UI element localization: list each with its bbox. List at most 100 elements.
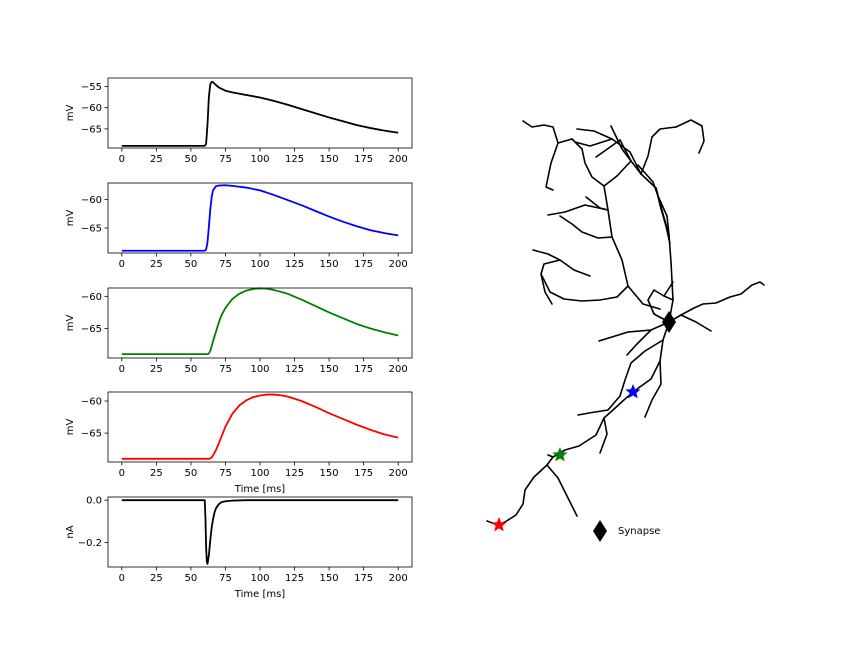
- recording-markers: [491, 311, 676, 532]
- x-tick-label: 50: [185, 364, 198, 375]
- x-tick-label: 100: [250, 468, 269, 479]
- dendrite-branch: [626, 321, 670, 356]
- y-axis-label: mV: [65, 419, 76, 436]
- x-tick-label: 125: [285, 364, 304, 375]
- y-tick-label: −60: [81, 195, 102, 206]
- x-tick-label: 25: [150, 259, 163, 270]
- x-tick-label: 125: [285, 154, 304, 165]
- dendrite-branch: [532, 249, 561, 261]
- trace-panel-2: 0 25 50 75 100 125 150 175 200 −60 −65 mV: [65, 182, 413, 270]
- x-tick-label: 150: [320, 154, 339, 165]
- x-tick-label: 200: [389, 259, 408, 270]
- dendrite-branch: [545, 138, 573, 191]
- dendrite-branch: [655, 187, 671, 245]
- x-tick-label: 75: [219, 573, 232, 584]
- x-tick-label: 175: [354, 154, 373, 165]
- dendrite-branch: [547, 204, 609, 216]
- basal-dendrite: [644, 360, 662, 418]
- x-tick-label: 100: [250, 573, 269, 584]
- y-tick-label: −65: [81, 324, 102, 335]
- dendrite-branch: [540, 273, 553, 305]
- x-tick-label: 50: [185, 259, 198, 270]
- dendrite-branch: [598, 329, 652, 342]
- x-tick-label: 0: [119, 364, 125, 375]
- dendrite-branch: [522, 120, 559, 144]
- y-tick-label: −65: [81, 429, 102, 440]
- x-tick-label: 150: [320, 259, 339, 270]
- x-tick-label: 175: [354, 259, 373, 270]
- x-tick-label: 100: [250, 259, 269, 270]
- x-tick-label: 50: [185, 573, 198, 584]
- axes-frame: [107, 391, 413, 463]
- synapse-legend-label: Synapse: [618, 526, 660, 537]
- dendrite-branch: [595, 139, 621, 158]
- trace-line: [121, 80, 399, 147]
- dendrite-branch: [571, 138, 632, 187]
- dendrite-branch: [574, 138, 613, 147]
- x-tick-label: 150: [320, 573, 339, 584]
- synapse-marker: [662, 311, 676, 333]
- dendrite-branch: [680, 314, 712, 332]
- x-tick-label: 175: [354, 468, 373, 479]
- dendrite-branch: [675, 119, 705, 154]
- y-tick-label: −55: [81, 82, 102, 93]
- blue-star-marker: [625, 384, 641, 399]
- x-tick-label: 150: [320, 364, 339, 375]
- y-axis-label: mV: [65, 315, 76, 332]
- x-tick-label: 25: [150, 468, 163, 479]
- y-tick-label: −0.2: [78, 538, 102, 549]
- x-tick-label: 100: [250, 154, 269, 165]
- neuron-morphology: [486, 119, 765, 526]
- x-tick-label: 75: [219, 154, 232, 165]
- x-tick-label: 175: [354, 573, 373, 584]
- x-tick-label: 125: [285, 468, 304, 479]
- x-tick-label: 200: [389, 154, 408, 165]
- dendrite-branch: [663, 281, 674, 297]
- y-tick-label: −60: [81, 396, 102, 407]
- y-axis-label: mV: [65, 210, 76, 227]
- axes-frame: [107, 287, 413, 359]
- basal-dendrite: [486, 321, 670, 526]
- x-tick-label: 75: [219, 259, 232, 270]
- x-tick-label: 0: [119, 259, 125, 270]
- trace-line: [121, 184, 399, 252]
- red-star-marker: [491, 517, 507, 532]
- x-tick-label: 150: [320, 468, 339, 479]
- dendrite-branch: [559, 215, 613, 239]
- x-tick-label: 125: [285, 259, 304, 270]
- x-tick-label: 75: [219, 468, 232, 479]
- y-tick-label: −65: [81, 124, 102, 135]
- x-tick-label: 200: [389, 364, 408, 375]
- x-tick-label: 25: [150, 364, 163, 375]
- basal-dendrite: [577, 339, 664, 416]
- x-tick-label: 25: [150, 154, 163, 165]
- x-tick-label: 50: [185, 468, 198, 479]
- trace-panel-3: 0 25 50 75 100 125 150 175 200 −60 −65 mV: [65, 287, 413, 375]
- trace-panel-5: 0 25 50 75 100 125 150 175 200 0.0 −0.2nA Time [ms]: [65, 496, 413, 600]
- trace-line: [121, 287, 399, 356]
- dendrite-branch: [610, 125, 632, 162]
- basal-dendrite: [546, 464, 578, 517]
- axes-frame: [107, 182, 413, 254]
- axes-frame: [107, 77, 413, 149]
- x-tick-label: 0: [119, 573, 125, 584]
- green-star-marker: [552, 447, 568, 462]
- dendrite-branch: [540, 259, 629, 302]
- y-axis-label: mV: [65, 105, 76, 122]
- dendrite-branch: [647, 289, 674, 323]
- dendrite-branch: [603, 185, 661, 310]
- x-axis-label: Time [ms]: [234, 589, 286, 600]
- x-tick-label: 125: [285, 573, 304, 584]
- x-tick-label: 25: [150, 573, 163, 584]
- x-tick-label: 175: [354, 364, 373, 375]
- basal-dendrite: [599, 417, 608, 454]
- x-tick-label: 75: [219, 364, 232, 375]
- y-tick-label: 0.0: [86, 496, 102, 507]
- y-tick-label: −65: [81, 223, 102, 234]
- x-tick-label: 50: [185, 154, 198, 165]
- legend: Synapse: [593, 520, 660, 542]
- trace-panel-4: 0 25 50 75 100 125 150 175 200 −60 −65 mV Time [ms]: [65, 391, 413, 495]
- trace-panels: 0 25 50 75 100 125 150 175 200 −55 −60 −65 mV 0 25 50 75…: [65, 77, 413, 600]
- x-tick-label: 0: [119, 468, 125, 479]
